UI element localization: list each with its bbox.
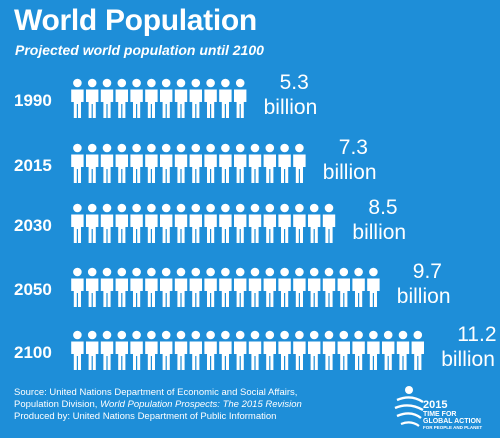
value-label-2050: 9.7 xyxy=(413,260,442,283)
bar-2050 xyxy=(71,267,380,307)
year-label-1990: 1990 xyxy=(14,91,52,110)
value-label-2015: 7.3 xyxy=(339,136,368,159)
year-label-2015: 2015 xyxy=(14,156,52,175)
bar-2030 xyxy=(71,203,336,243)
source-footer: Source: United Nations Department of Eco… xyxy=(14,387,302,423)
population-chart: 19905.3billion20157.3billion20308.5billi… xyxy=(14,71,497,371)
source-line-2-text: Population Division, xyxy=(14,399,101,410)
bar-1990 xyxy=(71,78,247,118)
bar-2100 xyxy=(71,330,424,370)
year-label-2050: 2050 xyxy=(14,280,52,299)
bar-2015 xyxy=(71,143,306,183)
source-line-1: Source: United Nations Department of Eco… xyxy=(14,387,298,398)
swirl-icon xyxy=(394,386,424,427)
badge-line-2: GLOBAL ACTION xyxy=(423,418,481,425)
badge-line-3: FOR PEOPLE AND PLANET xyxy=(423,425,483,430)
year-label-2030: 2030 xyxy=(14,216,52,235)
unit-label-2030: billion xyxy=(352,221,406,244)
page-title: World Population xyxy=(14,4,257,37)
unit-label-2050: billion xyxy=(397,285,451,308)
badge-text: 2015 TIME FOR GLOBAL ACTION FOR PEOPLE A… xyxy=(423,400,482,431)
page-subtitle: Projected world population until 2100 xyxy=(15,42,264,58)
source-line-2: Population Division, World Population Pr… xyxy=(14,399,302,411)
value-label-2100: 11.2 xyxy=(457,323,496,346)
value-label-1990: 5.3 xyxy=(280,71,309,94)
badge-year: 2015 xyxy=(423,399,448,411)
unit-label-2100: billion xyxy=(441,348,495,371)
unit-label-1990: billion xyxy=(264,96,318,119)
time-for-global-action-logo: 2015 TIME FOR GLOBAL ACTION FOR PEOPLE A… xyxy=(393,382,498,436)
year-label-2100: 2100 xyxy=(14,343,52,362)
unit-label-2015: billion xyxy=(323,161,377,184)
value-label-2030: 8.5 xyxy=(368,196,397,219)
produced-by-line: Produced by: United Nations Department o… xyxy=(14,411,277,422)
badge-line-1: TIME FOR xyxy=(423,411,457,418)
source-publication: World Population Prospects: The 2015 Rev… xyxy=(100,399,302,410)
